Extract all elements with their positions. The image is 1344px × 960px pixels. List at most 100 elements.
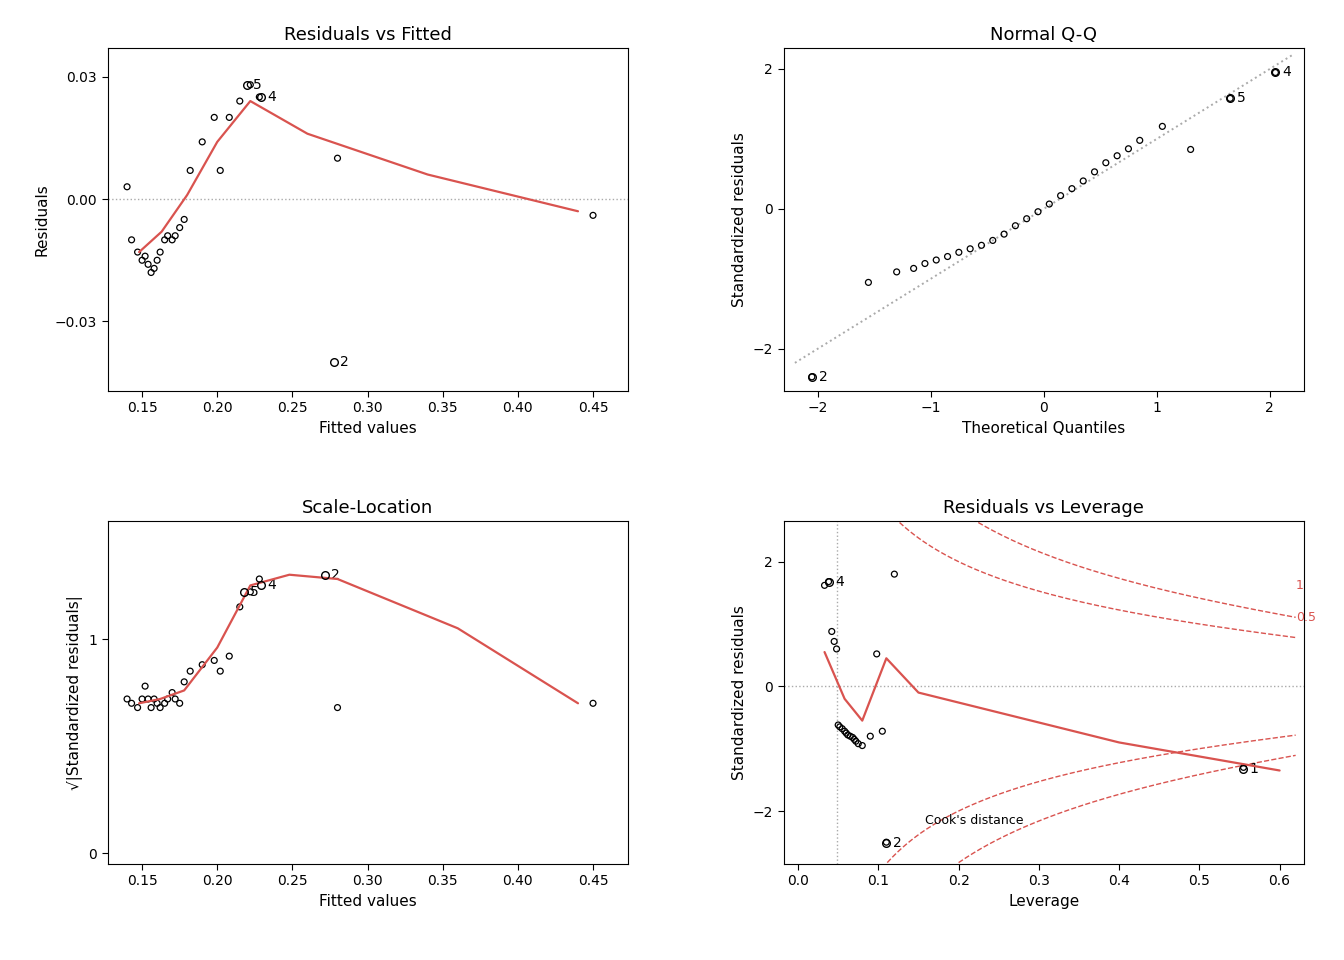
Point [1083, 164, 1105, 180]
Point [161, 232, 183, 248]
Point [327, 700, 348, 715]
Point [903, 261, 925, 276]
Point [937, 249, 958, 264]
Point [126, 245, 148, 260]
Point [239, 77, 261, 92]
Title: Residuals vs Leverage: Residuals vs Leverage [943, 499, 1144, 516]
Point [126, 700, 148, 715]
Point [191, 134, 212, 150]
Point [845, 733, 867, 749]
Point [164, 228, 185, 244]
Point [841, 730, 863, 745]
Point [149, 245, 171, 260]
Point [1232, 759, 1254, 775]
Point [914, 255, 935, 271]
Point [866, 646, 887, 661]
Point [1106, 148, 1128, 163]
Point [926, 252, 948, 268]
Point [582, 696, 603, 711]
Point [801, 370, 823, 385]
Point [117, 180, 138, 195]
Point [144, 261, 165, 276]
Point [836, 726, 857, 741]
Point [1050, 188, 1071, 204]
Point [203, 109, 224, 125]
Point [832, 721, 853, 736]
Point [993, 227, 1015, 242]
Point [239, 585, 261, 600]
Point [982, 232, 1004, 248]
Point [164, 691, 185, 707]
Y-axis label: Standardized residuals: Standardized residuals [732, 132, 747, 307]
Point [153, 696, 175, 711]
Point [249, 571, 270, 587]
Point [813, 578, 835, 593]
Point [157, 228, 179, 244]
Point [146, 252, 168, 268]
Point [137, 256, 159, 272]
Point [848, 736, 870, 752]
Text: 5: 5 [250, 585, 259, 599]
Point [1004, 218, 1025, 233]
Text: 1: 1 [1250, 761, 1259, 776]
Point [137, 691, 159, 707]
Point [1016, 211, 1038, 227]
Point [824, 634, 845, 649]
Point [1039, 197, 1060, 212]
Point [886, 264, 907, 279]
Point [828, 717, 849, 732]
Y-axis label: √|Standardized residuals|: √|Standardized residuals| [67, 595, 83, 790]
Text: 5: 5 [253, 78, 262, 92]
Point [169, 220, 191, 235]
Point [1095, 156, 1117, 171]
Text: 2: 2 [340, 355, 349, 370]
Point [883, 566, 905, 582]
Point [140, 265, 161, 280]
Point [117, 691, 138, 707]
Point [191, 657, 212, 672]
Point [960, 241, 981, 256]
Point [1073, 173, 1094, 188]
Point [817, 574, 839, 589]
Point [1180, 142, 1202, 157]
Text: 2: 2 [818, 370, 828, 384]
Text: 4: 4 [835, 575, 844, 588]
Title: Residuals vs Fitted: Residuals vs Fitted [284, 26, 452, 43]
Point [327, 151, 348, 166]
Point [210, 663, 231, 679]
Point [582, 207, 603, 223]
Point [132, 691, 153, 707]
Point [228, 599, 250, 614]
X-axis label: Leverage: Leverage [1008, 894, 1079, 909]
Point [833, 724, 855, 739]
Point [857, 275, 879, 290]
Point [970, 238, 992, 253]
Text: 0.5: 0.5 [1296, 612, 1316, 624]
Text: 2: 2 [332, 567, 340, 582]
Point [180, 163, 202, 179]
Point [860, 729, 882, 744]
Point [121, 232, 142, 248]
Point [173, 674, 195, 689]
Point [871, 724, 892, 739]
Point [140, 700, 161, 715]
Point [821, 624, 843, 639]
Point [173, 212, 195, 228]
Point [1219, 90, 1241, 106]
X-axis label: Fitted values: Fitted values [319, 420, 417, 436]
Point [829, 719, 851, 734]
Point [852, 738, 874, 754]
Title: Scale-Location: Scale-Location [302, 499, 433, 516]
Point [203, 653, 224, 668]
Point [1027, 204, 1048, 220]
Point [840, 729, 862, 744]
Point [875, 834, 896, 850]
X-axis label: Theoretical Quantiles: Theoretical Quantiles [962, 420, 1125, 436]
Point [837, 728, 859, 743]
Point [948, 245, 969, 260]
Point [157, 691, 179, 707]
Text: 4: 4 [1282, 65, 1292, 80]
Point [210, 163, 231, 179]
Title: Normal Q-Q: Normal Q-Q [991, 26, 1097, 43]
Point [228, 93, 250, 108]
